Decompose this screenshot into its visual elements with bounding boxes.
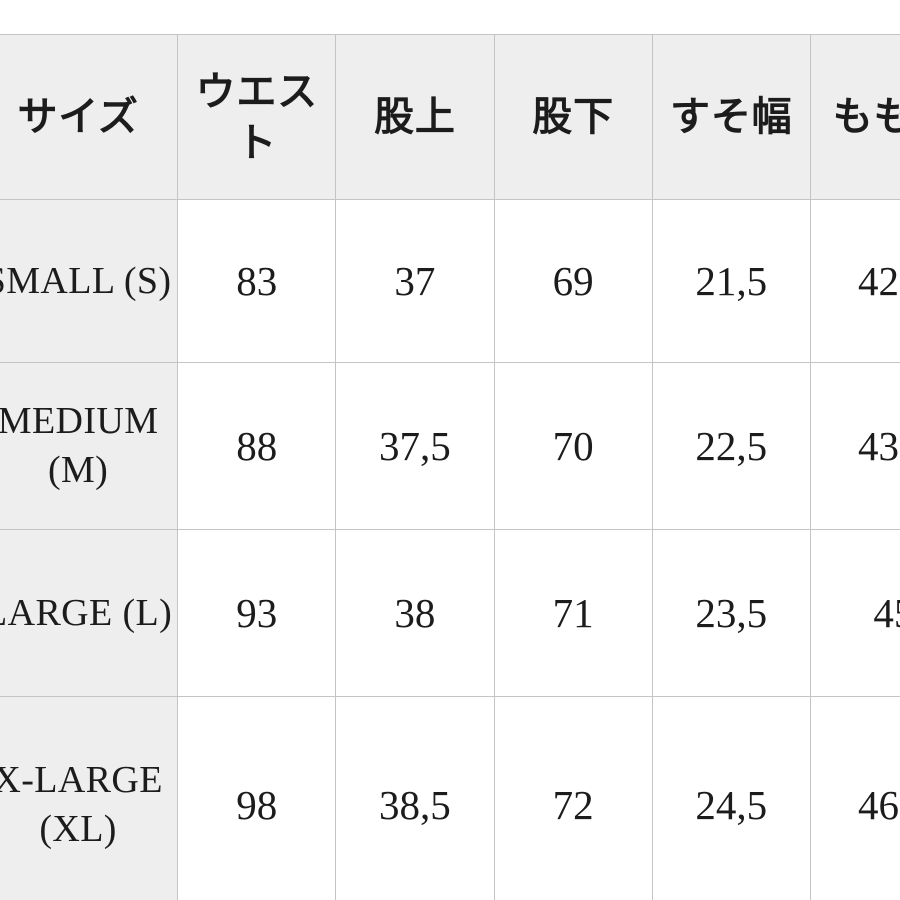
cell-size: LARGE (L) [0, 529, 179, 697]
cell-waist: 93 [177, 529, 337, 697]
cell-hem-width: 23,5 [651, 529, 811, 697]
cell-size: X-LARGE (XL) [0, 696, 179, 900]
cell-inseam: 72 [493, 696, 653, 900]
cell-rise: 38 [335, 529, 495, 697]
cell-rise: 38,5 [335, 696, 495, 900]
cell-hem-width: 22,5 [651, 362, 811, 530]
column-header-hem-width: すそ幅 [651, 34, 811, 200]
cell-inseam: 69 [493, 199, 653, 363]
table-body: SMALL (S) 83 37 69 21,5 42,2 MEDIUM (M) … [0, 199, 900, 900]
column-header-inseam: 股下 [493, 34, 653, 200]
cell-inseam: 71 [493, 529, 653, 697]
table-row: MEDIUM (M) 88 37,5 70 22,5 43,8 [0, 362, 900, 530]
table-row: SMALL (S) 83 37 69 21,5 42,2 [0, 199, 900, 363]
table-row: X-LARGE (XL) 98 38,5 72 24,5 46,2 [0, 696, 900, 900]
cell-rise: 37 [335, 199, 495, 363]
cell-thigh-width: 45 [809, 529, 900, 697]
table-header: サイズ ウエスト 股上 股下 すそ幅 もも幅 [0, 34, 900, 200]
cell-hem-width: 24,5 [651, 696, 811, 900]
column-header-rise: 股上 [335, 34, 495, 200]
cell-thigh-width: 46,2 [809, 696, 900, 900]
cell-waist: 98 [177, 696, 337, 900]
size-table-scroll-area[interactable]: サイズ ウエスト 股上 股下 すそ幅 もも幅 SMALL (S) 83 37 6… [0, 34, 900, 900]
column-header-thigh-width: もも幅 [809, 34, 900, 200]
cell-size: SMALL (S) [0, 199, 179, 363]
column-header-size: サイズ [0, 34, 179, 200]
table-row: LARGE (L) 93 38 71 23,5 45 [0, 529, 900, 697]
cell-inseam: 70 [493, 362, 653, 530]
size-chart-table: サイズ ウエスト 股上 股下 すそ幅 もも幅 SMALL (S) 83 37 6… [0, 34, 900, 900]
cell-thigh-width: 42,2 [809, 199, 900, 363]
column-header-waist: ウエスト [177, 34, 337, 200]
cell-size: MEDIUM (M) [0, 362, 179, 530]
cell-hem-width: 21,5 [651, 199, 811, 363]
cell-thigh-width: 43,8 [809, 362, 900, 530]
cell-waist: 83 [177, 199, 337, 363]
header-row: サイズ ウエスト 股上 股下 すそ幅 もも幅 [0, 34, 900, 200]
cell-waist: 88 [177, 362, 337, 530]
cell-rise: 37,5 [335, 362, 495, 530]
